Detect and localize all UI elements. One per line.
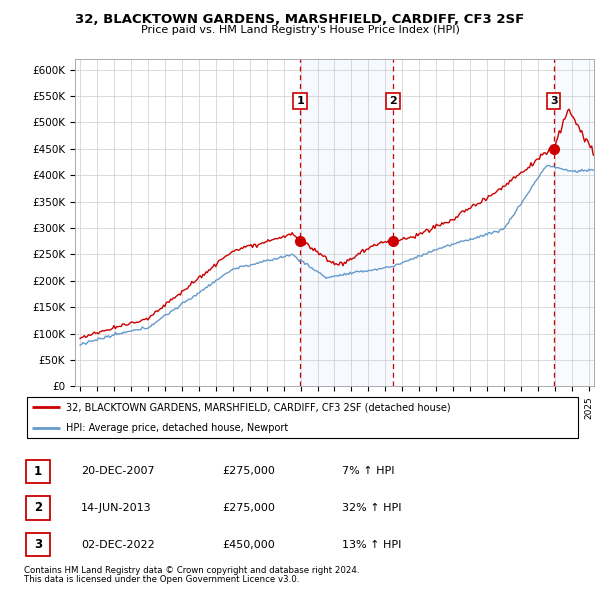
Text: 32, BLACKTOWN GARDENS, MARSHFIELD, CARDIFF, CF3 2SF: 32, BLACKTOWN GARDENS, MARSHFIELD, CARDI… [76, 13, 524, 26]
Text: 1: 1 [34, 465, 42, 478]
Bar [554, 59, 594, 386]
Text: £450,000: £450,000 [222, 540, 275, 549]
Text: HPI: Average price, detached house, Newport: HPI: Average price, detached house, Newp… [66, 422, 288, 432]
Text: 32% ↑ HPI: 32% ↑ HPI [342, 503, 401, 513]
FancyBboxPatch shape [26, 533, 50, 556]
Text: Price paid vs. HM Land Registry's House Price Index (HPI): Price paid vs. HM Land Registry's House … [140, 25, 460, 35]
FancyBboxPatch shape [27, 396, 578, 438]
FancyBboxPatch shape [26, 496, 50, 520]
Text: 3: 3 [34, 538, 42, 551]
Text: 2: 2 [34, 502, 42, 514]
Text: 2: 2 [389, 96, 397, 106]
Text: This data is licensed under the Open Government Licence v3.0.: This data is licensed under the Open Gov… [24, 575, 299, 584]
Text: 1: 1 [296, 96, 304, 106]
Text: 3: 3 [550, 96, 557, 106]
Text: Contains HM Land Registry data © Crown copyright and database right 2024.: Contains HM Land Registry data © Crown c… [24, 566, 359, 575]
Text: £275,000: £275,000 [222, 467, 275, 476]
FancyBboxPatch shape [26, 460, 50, 483]
Text: 32, BLACKTOWN GARDENS, MARSHFIELD, CARDIFF, CF3 2SF (detached house): 32, BLACKTOWN GARDENS, MARSHFIELD, CARDI… [66, 402, 451, 412]
Bar [300, 59, 393, 386]
Text: 14-JUN-2013: 14-JUN-2013 [81, 503, 152, 513]
Text: 02-DEC-2022: 02-DEC-2022 [81, 540, 155, 549]
Text: 7% ↑ HPI: 7% ↑ HPI [342, 467, 395, 476]
Text: 13% ↑ HPI: 13% ↑ HPI [342, 540, 401, 549]
Text: £275,000: £275,000 [222, 503, 275, 513]
Text: 20-DEC-2007: 20-DEC-2007 [81, 467, 155, 476]
